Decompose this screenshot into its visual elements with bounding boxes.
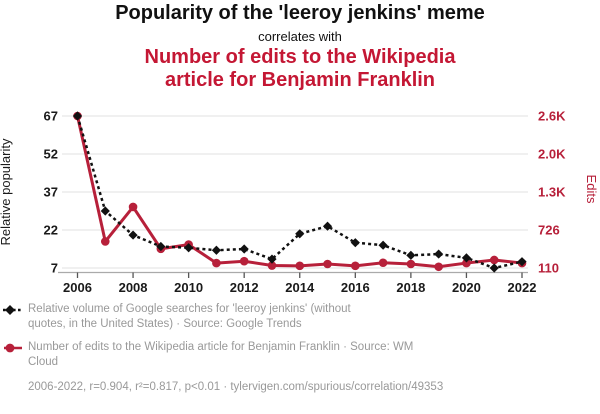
- diamond-marker: [239, 244, 249, 254]
- circle-marker: [489, 255, 499, 265]
- x-tick-label: 2012: [230, 280, 259, 295]
- diamond-marker: [267, 254, 277, 264]
- stats-footer: 2006-2022, r=0.904, r²=0.817, p<0.01 · t…: [28, 381, 444, 393]
- x-tick-label: 2020: [452, 280, 481, 295]
- y-axis-right-labels: 2.6K 2.0K 1.3K 726 110: [538, 109, 566, 276]
- series-line-google-trends: [76, 115, 523, 270]
- circle-marker: [462, 258, 471, 268]
- diamond-marker: [434, 249, 444, 259]
- x-axis: 2006 2008 2010 2012 2014 2016 2018 2020 2022: [58, 271, 537, 295]
- y-axis-left-title: Relative popularity: [0, 138, 13, 245]
- y-right-tick-label: 726: [538, 223, 560, 238]
- circle-marker: [128, 202, 138, 212]
- x-tick-label: 2006: [63, 280, 92, 295]
- legend: Relative volume of Google searches for '…: [3, 302, 563, 395]
- x-tick-label: 2016: [341, 280, 370, 295]
- y-right-tick-label: 1.3K: [538, 184, 566, 199]
- data-series: [72, 111, 527, 273]
- diamond-marker: [156, 241, 166, 252]
- diamond-marker: [72, 111, 83, 121]
- diamond-marker: [406, 250, 416, 260]
- red-circle-solid-line-icon: [4, 343, 22, 353]
- y-left-tick-label: 7: [51, 261, 58, 276]
- diamond-marker: [378, 240, 388, 250]
- circle-marker: [267, 261, 277, 270]
- x-tick-label: 2014: [285, 280, 315, 295]
- circle-marker: [406, 259, 416, 269]
- series-line-wikipedia-edits: [76, 115, 523, 269]
- gridlines: [62, 115, 528, 269]
- y-left-tick-label: 37: [44, 185, 58, 200]
- page-subtitle: Number of edits to the Wikipedia article…: [144, 46, 456, 91]
- diamond-marker: [517, 257, 527, 267]
- x-tick-label: 2022: [508, 280, 537, 295]
- diamond-marker: [489, 263, 499, 273]
- diamond-marker: [128, 230, 138, 240]
- y-left-tick-label: 52: [44, 147, 58, 162]
- circle-marker: [323, 259, 332, 269]
- diamond-marker: [295, 229, 305, 239]
- y-right-tick-label: 2.0K: [538, 146, 566, 161]
- x-tick-label: 2010: [174, 280, 203, 295]
- y-left-tick-label: 67: [44, 109, 58, 124]
- y-right-tick-label: 110: [538, 261, 559, 276]
- y-left-tick-label: 22: [44, 223, 58, 238]
- diamond-marker: [322, 221, 333, 231]
- y-right-tick-label: 2.6K: [538, 109, 566, 124]
- circle-marker: [351, 261, 360, 271]
- circle-marker: [295, 261, 305, 271]
- y-axis-left-labels: 67 52 37 22 7: [44, 109, 58, 276]
- page-title: Popularity of the 'leeroy jenkins' meme: [115, 2, 485, 24]
- circle-marker: [100, 237, 110, 246]
- legend-entry-google-trends: Relative volume of Google searches for '…: [3, 302, 563, 331]
- black-diamond-dashed-line-icon: [3, 305, 23, 315]
- diamond-marker: [211, 245, 222, 255]
- x-tick-label: 2018: [396, 280, 425, 295]
- legend-entry-wikipedia-edits: Number of edits to the Wikipedia article…: [3, 340, 563, 369]
- circle-marker: [239, 256, 249, 266]
- diamond-marker: [184, 243, 194, 253]
- circle-marker: [434, 262, 443, 272]
- circle-marker: [378, 258, 388, 268]
- circle-marker: [212, 258, 221, 268]
- diamond-marker: [461, 253, 472, 263]
- diamond-marker: [100, 206, 110, 216]
- y-axis-right-title: Edits: [584, 175, 599, 204]
- correlates-with-text: correlates with: [258, 29, 342, 44]
- legend-label-wikipedia-edits: Number of edits to the Wikipedia article…: [28, 341, 414, 368]
- x-tick-label: 2008: [119, 280, 148, 295]
- legend-label-google-trends: Relative volume of Google searches for '…: [28, 303, 351, 330]
- diamond-marker: [350, 238, 360, 248]
